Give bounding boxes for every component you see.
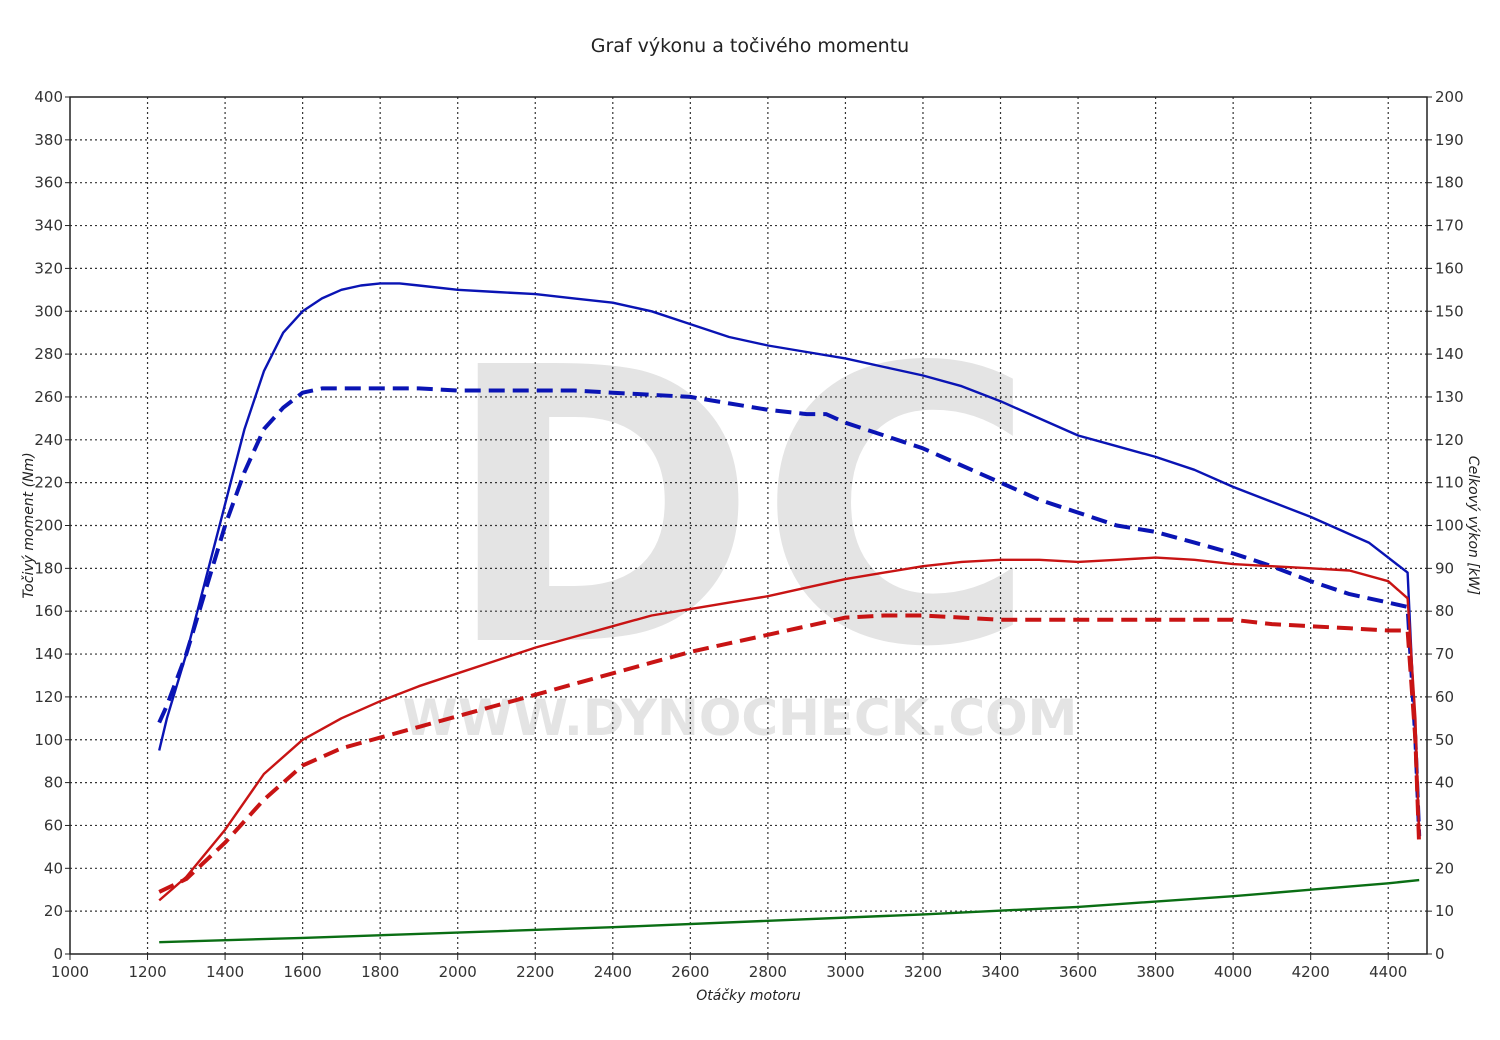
x-tick-label: 1800	[361, 963, 399, 981]
y-left-tick-label: 0	[53, 945, 63, 963]
x-tick-label: 2800	[749, 963, 787, 981]
loss-line	[159, 878, 1420, 944]
y-left-tick-label: 280	[34, 345, 63, 363]
chart-title: Graf výkonu a točivého momentu	[591, 35, 909, 57]
x-tick-label: 3800	[1137, 963, 1175, 981]
x-tick-label: 3600	[1059, 963, 1097, 981]
y-left-tick-label: 240	[34, 431, 63, 449]
x-tick-label: 2000	[439, 963, 477, 981]
power-line-stock	[158, 613, 1422, 894]
y-left-tick-label: 20	[44, 902, 63, 920]
y-right-tick-label: 190	[1435, 131, 1464, 149]
x-tick-label: 2200	[516, 963, 554, 981]
y-right-tick-label: 120	[1435, 431, 1464, 449]
x-tick-label: 3400	[981, 963, 1019, 981]
x-tick-label: 4200	[1292, 963, 1330, 981]
x-tick-label: 4000	[1214, 963, 1252, 981]
y-left-tick-label: 380	[34, 131, 63, 149]
y-left-tick-label: 320	[34, 259, 63, 277]
y-right-tick-label: 50	[1435, 731, 1454, 749]
y-left-tick-label: 400	[34, 88, 63, 106]
x-tick-label: 1400	[206, 963, 244, 981]
torque-line-stock	[157, 386, 1422, 837]
y-left-tick-label: 300	[34, 302, 63, 320]
y-left-tick-label: 200	[34, 517, 63, 535]
watermark-url: WWW.DYNOCHECK.COM	[403, 689, 1078, 747]
y-right-tick-label: 100	[1435, 517, 1464, 535]
y-right-tick-label: 40	[1435, 774, 1454, 792]
y-right-tick-label: 0	[1435, 945, 1445, 963]
x-tick-label: 1200	[128, 963, 166, 981]
x-tick-label: 2600	[671, 963, 709, 981]
x-axis-label: Otáčky motoru	[696, 988, 801, 1004]
y-right-tick-label: 170	[1435, 217, 1464, 235]
torque-line-tuned	[158, 282, 1421, 837]
x-tick-label: 2400	[594, 963, 632, 981]
y-right-tick-label: 110	[1435, 474, 1464, 492]
y-right-tick-label: 180	[1435, 174, 1464, 192]
ticks: 1000 1200 1400 1600 1800 2000 2200 2400 2600 2800…	[34, 88, 1463, 981]
y-right-tick-label: 140	[1435, 345, 1464, 363]
y-right-tick-label: 90	[1435, 559, 1454, 577]
y-right-tick-label: 160	[1435, 259, 1464, 277]
y-left-tick-label: 40	[44, 859, 63, 877]
y-right-tick-label: 70	[1435, 645, 1454, 663]
y-right-tick-label: 80	[1435, 602, 1454, 620]
y-right-tick-label: 10	[1435, 902, 1454, 920]
series-layer	[157, 282, 1422, 944]
y-right-tick-label: 130	[1435, 388, 1464, 406]
x-tick-label: 3200	[904, 963, 942, 981]
y-right-tick-label: 30	[1435, 816, 1454, 834]
watermark-logo: DC	[443, 287, 1037, 730]
y-left-tick-label: 180	[34, 559, 63, 577]
y-right-tick-label: 20	[1435, 859, 1454, 877]
grid	[70, 97, 1427, 954]
y-left-tick-label: 360	[34, 174, 63, 192]
y-left-tick-label: 220	[34, 474, 63, 492]
y-left-tick-label: 100	[34, 731, 63, 749]
y-left-tick-label: 160	[34, 602, 63, 620]
y-left-tick-label: 60	[44, 816, 63, 834]
y-left-tick-label: 140	[34, 645, 63, 663]
y-left-tick-label: 80	[44, 774, 63, 792]
y-right-tick-label: 60	[1435, 688, 1454, 706]
y-left-tick-label: 260	[34, 388, 63, 406]
y-right-tick-label: 200	[1435, 88, 1464, 106]
y-axis-label-right: Celkový výkon [kW]	[1465, 456, 1481, 595]
power-line-tuned	[158, 556, 1421, 902]
x-tick-label: 3000	[826, 963, 864, 981]
x-tick-label: 1600	[284, 963, 322, 981]
x-tick-label: 4400	[1369, 963, 1407, 981]
y-right-tick-label: 150	[1435, 302, 1464, 320]
x-tick-label: 1000	[51, 963, 89, 981]
y-axis-label-left: Točivý moment (Nm)	[21, 452, 37, 598]
y-left-tick-label: 340	[34, 217, 63, 235]
y-left-tick-label: 120	[34, 688, 63, 706]
